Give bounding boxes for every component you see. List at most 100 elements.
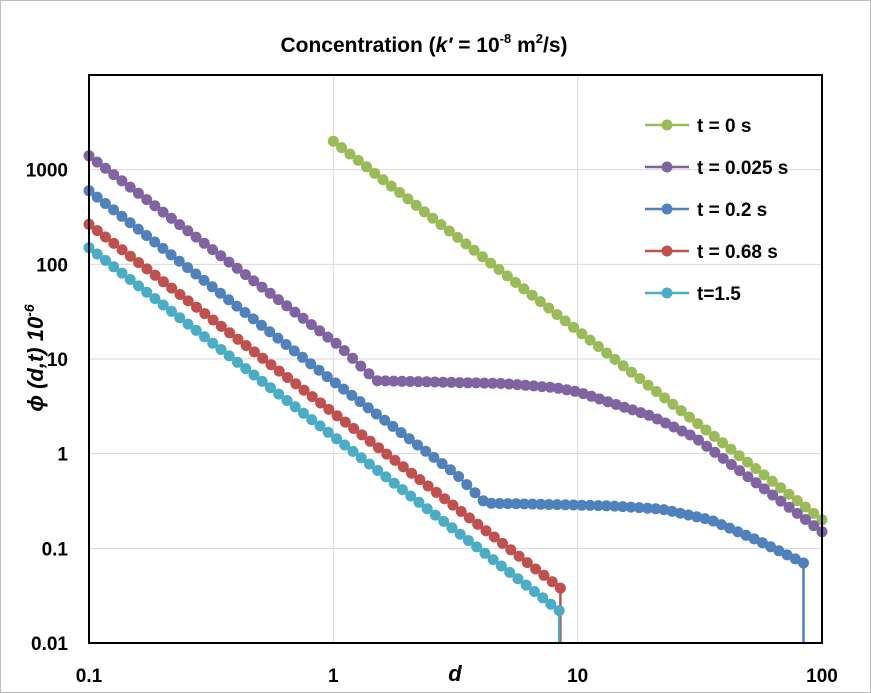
data-point bbox=[667, 398, 679, 410]
data-point bbox=[756, 537, 768, 549]
data-point bbox=[437, 376, 449, 388]
chart-title: Concentration (k′ = 10-8 m2/s) bbox=[280, 31, 567, 57]
data-point bbox=[569, 385, 581, 397]
data-point bbox=[215, 250, 227, 262]
data-point bbox=[387, 420, 399, 432]
data-point bbox=[346, 389, 358, 401]
data-point bbox=[339, 439, 351, 451]
y-tick-label: 1000 bbox=[26, 161, 68, 182]
data-point bbox=[166, 305, 177, 317]
data-point bbox=[691, 511, 703, 523]
data-point bbox=[429, 509, 441, 521]
data-point bbox=[666, 505, 678, 517]
data-point bbox=[282, 372, 293, 383]
data-point bbox=[461, 479, 473, 491]
data-point bbox=[314, 420, 326, 432]
data-point bbox=[339, 416, 351, 428]
data-point bbox=[108, 169, 120, 181]
data-point bbox=[561, 384, 573, 396]
data-point bbox=[396, 375, 408, 387]
data-point bbox=[370, 408, 382, 420]
y-tick-label: 0.1 bbox=[42, 539, 69, 560]
data-point bbox=[504, 566, 516, 578]
data-point bbox=[715, 519, 727, 531]
x-tick-label: 1 bbox=[328, 666, 339, 687]
data-point bbox=[717, 452, 729, 464]
data-point bbox=[108, 261, 120, 273]
data-point bbox=[526, 289, 538, 301]
data-point bbox=[766, 475, 778, 487]
data-point bbox=[298, 407, 309, 419]
data-point bbox=[452, 231, 464, 243]
y-tick-label: 10 bbox=[47, 350, 68, 371]
data-point bbox=[487, 554, 499, 566]
data-point bbox=[537, 592, 549, 604]
data-point bbox=[808, 507, 820, 519]
data-point bbox=[410, 199, 422, 211]
data-point bbox=[182, 295, 194, 307]
data-point bbox=[643, 409, 655, 421]
data-point bbox=[191, 301, 202, 313]
data-point bbox=[298, 384, 310, 396]
data-point bbox=[576, 328, 588, 340]
legend: t = 0 s t = 0.025 s t = 0.2 s t = 0.68 s t=1… bbox=[645, 116, 788, 305]
data-point bbox=[336, 142, 348, 154]
data-point bbox=[289, 401, 301, 413]
data-point bbox=[707, 515, 719, 527]
y-axis-title: ϕ (d,t) 10-6 bbox=[21, 304, 48, 412]
data-point bbox=[412, 439, 423, 451]
data-point bbox=[438, 515, 450, 527]
data-point bbox=[91, 191, 103, 203]
data-point bbox=[551, 499, 563, 511]
legend-marker bbox=[661, 245, 673, 257]
data-point bbox=[642, 502, 653, 514]
data-point bbox=[699, 513, 711, 525]
data-point bbox=[149, 236, 161, 248]
data-point bbox=[674, 507, 686, 519]
legend-label: t = 0.68 s bbox=[697, 242, 778, 263]
data-point bbox=[338, 345, 350, 357]
series-t-0-68-s bbox=[83, 218, 566, 644]
data-point bbox=[371, 375, 383, 387]
data-point bbox=[435, 219, 447, 231]
data-point bbox=[141, 263, 153, 275]
data-point bbox=[256, 319, 267, 331]
data-point bbox=[518, 283, 530, 295]
data-point bbox=[553, 605, 565, 617]
data-point bbox=[692, 418, 704, 430]
data-point bbox=[634, 373, 646, 385]
data-point bbox=[165, 249, 177, 261]
data-point bbox=[536, 381, 548, 393]
data-point bbox=[149, 200, 161, 212]
data-point bbox=[534, 296, 546, 308]
data-point bbox=[568, 499, 579, 511]
legend-marker bbox=[661, 203, 673, 215]
data-point bbox=[363, 458, 375, 470]
data-point bbox=[347, 352, 359, 364]
data-point bbox=[355, 360, 367, 372]
data-point bbox=[224, 327, 236, 339]
data-point bbox=[454, 377, 466, 389]
data-point bbox=[485, 257, 497, 269]
data-point bbox=[462, 377, 474, 389]
data-point bbox=[748, 533, 760, 545]
data-point bbox=[232, 356, 243, 368]
data-point bbox=[783, 501, 795, 513]
data-point bbox=[799, 501, 811, 513]
data-point bbox=[789, 553, 801, 565]
data-point bbox=[380, 471, 392, 483]
data-point bbox=[124, 217, 136, 229]
data-point bbox=[396, 484, 408, 496]
data-point bbox=[327, 135, 339, 147]
legend-label: t = 0.2 s bbox=[697, 200, 767, 221]
data-point bbox=[404, 376, 416, 387]
data-point bbox=[394, 187, 406, 198]
data-point bbox=[551, 309, 563, 320]
data-point bbox=[356, 429, 368, 441]
data-point bbox=[444, 464, 456, 476]
data-point bbox=[781, 549, 793, 561]
data-point bbox=[174, 219, 186, 231]
data-point bbox=[513, 550, 525, 562]
data-point bbox=[385, 180, 397, 192]
legend-marker bbox=[661, 161, 673, 173]
